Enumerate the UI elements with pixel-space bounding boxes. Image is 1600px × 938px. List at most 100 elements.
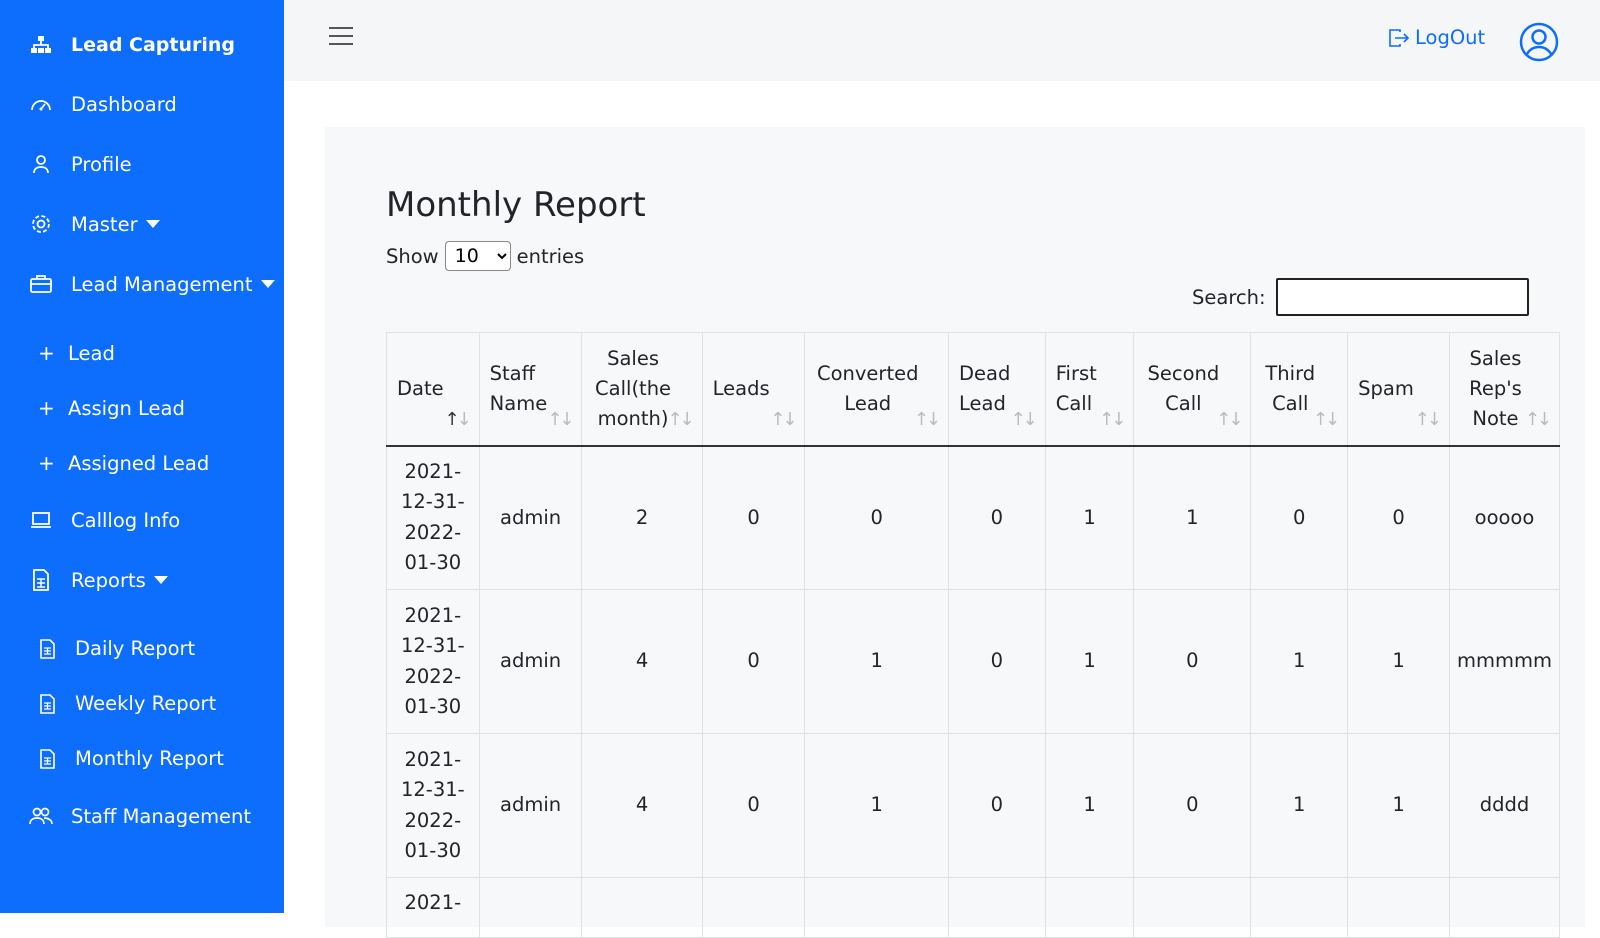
- cell-first: 1: [1044, 445, 1135, 590]
- sort-icon: ↑↓: [1010, 408, 1038, 430]
- cell-converted: 1: [804, 733, 950, 878]
- plus-icon: +: [38, 451, 55, 475]
- cell-staff: admin: [478, 733, 583, 878]
- cell-dead: 0: [948, 733, 1046, 878]
- sidebar-item-label: Dashboard: [71, 92, 177, 116]
- sidebar-item-label: Staff Management: [71, 804, 252, 828]
- table-row: 2021-12-31-2022-01-30 admin 4 0 1 0 1 0 …: [386, 589, 1561, 734]
- cell-sales-call: 4: [581, 589, 703, 734]
- cell-note: dddd: [1448, 733, 1561, 878]
- sidebar-item-monthly-report[interactable]: Monthly Report: [38, 747, 224, 770]
- sidebar-item-calllog-info[interactable]: Calllog Info: [29, 508, 180, 532]
- sidebar-item-label: Lead Management: [71, 272, 253, 296]
- sort-icon: ↑↓: [547, 408, 574, 430]
- cell-converted: [804, 877, 950, 938]
- column-header-staff-name[interactable]: Staff Name ↑↓: [478, 332, 583, 447]
- logout-label: LogOut: [1415, 26, 1486, 49]
- column-header-third-call[interactable]: Third Call ↑↓: [1250, 332, 1349, 447]
- report-table: Date ↑↓ Staff Name ↑↓ Sales Call(the month…: [386, 332, 1561, 938]
- sort-icon: ↑↓: [1524, 408, 1552, 430]
- cell-staff: admin: [478, 589, 583, 734]
- column-header-second-call[interactable]: Second Call ↑↓: [1133, 332, 1252, 447]
- speedometer-icon: [29, 92, 53, 116]
- search-input[interactable]: [1275, 278, 1529, 316]
- sort-icon: ↑↓: [1312, 408, 1340, 430]
- cell-date: 2021-12-31-2022-01-30: [386, 445, 480, 590]
- cell-first: 1: [1044, 733, 1135, 878]
- table-row: 2021-12-31-2022-01-30 admin 2 0 0 0 1 1 …: [386, 445, 1561, 590]
- cell-spam: [1347, 877, 1450, 938]
- sidebar-item-staff-management[interactable]: Staff Management: [29, 804, 251, 828]
- sort-icon: ↑↓: [913, 408, 941, 430]
- cell-staff: [478, 877, 583, 938]
- plus-icon: +: [38, 396, 55, 420]
- sidebar-item-lead[interactable]: + Lead: [38, 341, 115, 365]
- sidebar-item-label: Lead: [68, 341, 115, 365]
- cell-leads: 0: [701, 733, 806, 878]
- cell-leads: 0: [701, 445, 806, 590]
- caret-down-icon: [145, 220, 160, 228]
- sidebar-item-label: Master: [71, 212, 138, 236]
- cell-date: 2021-12-31-2022-01-30: [386, 733, 480, 878]
- sidebar-item-label: Profile: [71, 152, 132, 176]
- search-control: Search:: [1192, 278, 1529, 316]
- spreadsheet-icon: [38, 748, 58, 770]
- column-header-spam[interactable]: Spam ↑↓: [1347, 332, 1450, 447]
- cell-converted: 1: [804, 589, 950, 734]
- sidebar-item-dashboard[interactable]: Dashboard: [29, 92, 177, 116]
- cell-date: 2021-12-31-2022-01-30: [386, 589, 480, 734]
- sidebar-item-daily-report[interactable]: Daily Report: [38, 637, 195, 660]
- sidebar-item-label: Assign Lead: [68, 396, 185, 420]
- report-card: Monthly Report Show 10 entries Search: D…: [325, 127, 1585, 938]
- sidebar-item-label: Daily Report: [75, 637, 196, 660]
- cell-third: 0: [1250, 445, 1349, 590]
- sidebar-item-label: Monthly Report: [75, 747, 224, 770]
- user-avatar-icon[interactable]: [1519, 22, 1559, 62]
- cell-second: 0: [1133, 589, 1252, 734]
- menu-toggle-icon[interactable]: [329, 27, 353, 47]
- cell-third: [1250, 877, 1349, 938]
- briefcase-icon: [29, 272, 53, 296]
- cell-dead: [948, 877, 1046, 938]
- search-label: Search:: [1192, 285, 1266, 309]
- cell-first: [1044, 877, 1135, 938]
- column-header-first-call[interactable]: First Call ↑↓: [1044, 332, 1135, 447]
- brand[interactable]: Lead Capturing: [29, 30, 235, 60]
- sidebar-item-reports[interactable]: Reports: [29, 568, 168, 592]
- column-header-date[interactable]: Date ↑↓: [386, 332, 480, 447]
- table-header-row: Date ↑↓ Staff Name ↑↓ Sales Call(the month…: [386, 332, 1561, 447]
- sidebar-item-profile[interactable]: Profile: [29, 152, 132, 176]
- cell-note: mmmmm: [1448, 589, 1561, 734]
- sidebar-item-label: Reports: [71, 568, 146, 592]
- column-header-converted-lead[interactable]: Converted Lead ↑↓: [804, 332, 950, 447]
- cell-note: ooooo: [1448, 445, 1561, 590]
- person-icon: [29, 152, 53, 176]
- sidebar-item-assigned-lead[interactable]: + Assigned Lead: [38, 451, 209, 475]
- sidebar-item-assign-lead[interactable]: + Assign Lead: [38, 396, 185, 420]
- plus-icon: +: [38, 341, 55, 365]
- sidebar-item-lead-management[interactable]: Lead Management: [29, 272, 275, 296]
- column-header-leads[interactable]: Leads ↑↓: [701, 332, 806, 447]
- sidebar-item-label: Weekly Report: [75, 692, 217, 715]
- sidebar-item-master[interactable]: Master: [29, 212, 160, 236]
- column-header-dead-lead[interactable]: Dead Lead ↑↓: [948, 332, 1046, 447]
- column-header-sales-call[interactable]: Sales Call(the month) ↑↓: [581, 332, 703, 447]
- sidebar-item-weekly-report[interactable]: Weekly Report: [38, 692, 216, 715]
- brand-label: Lead Capturing: [71, 34, 236, 56]
- sidebar-item-label: Calllog Info: [71, 508, 181, 532]
- table-row: 2021-: [386, 877, 1561, 938]
- cell-spam: 1: [1347, 589, 1450, 734]
- cell-dead: 0: [948, 589, 1046, 734]
- cell-third: 1: [1250, 733, 1349, 878]
- logout-link[interactable]: LogOut: [1388, 26, 1485, 49]
- logout-icon: [1389, 28, 1410, 47]
- cell-third: 1: [1250, 589, 1349, 734]
- cell-second: 0: [1133, 733, 1252, 878]
- cell-second: [1133, 877, 1252, 938]
- sort-icon: ↑↓: [1414, 408, 1442, 430]
- sort-icon: ↑↓: [1099, 408, 1126, 430]
- cell-sales-call: 4: [581, 733, 703, 878]
- page-length-control: Show 10 entries: [386, 241, 584, 271]
- page-length-select[interactable]: 10: [444, 241, 511, 271]
- column-header-note[interactable]: Sales Rep's Note ↑↓: [1448, 332, 1561, 447]
